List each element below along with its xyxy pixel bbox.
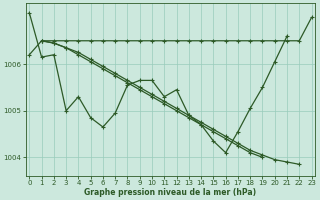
X-axis label: Graphe pression niveau de la mer (hPa): Graphe pression niveau de la mer (hPa) (84, 188, 257, 197)
